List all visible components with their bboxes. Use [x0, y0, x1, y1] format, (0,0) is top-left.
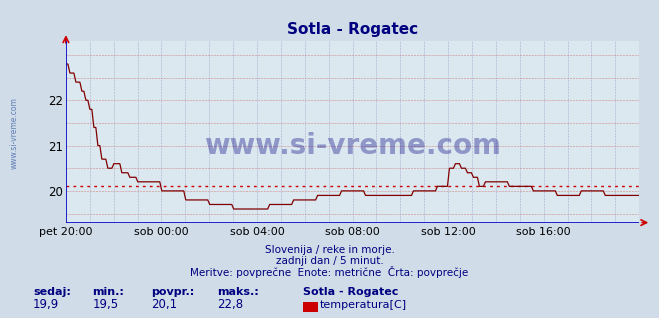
Text: 19,9: 19,9: [33, 299, 59, 311]
Text: min.:: min.:: [92, 287, 124, 297]
Title: Sotla - Rogatec: Sotla - Rogatec: [287, 22, 418, 38]
Text: zadnji dan / 5 minut.: zadnji dan / 5 minut.: [275, 256, 384, 266]
Text: Sotla - Rogatec: Sotla - Rogatec: [303, 287, 399, 297]
Text: 20,1: 20,1: [152, 299, 178, 311]
Text: www.si-vreme.com: www.si-vreme.com: [204, 133, 501, 161]
Text: 22,8: 22,8: [217, 299, 244, 311]
Text: 19,5: 19,5: [92, 299, 119, 311]
Text: www.si-vreme.com: www.si-vreme.com: [10, 98, 19, 169]
Text: Slovenija / reke in morje.: Slovenija / reke in morje.: [264, 245, 395, 255]
Text: Meritve: povprečne  Enote: metrične  Črta: povprečje: Meritve: povprečne Enote: metrične Črta:…: [190, 266, 469, 278]
Text: maks.:: maks.:: [217, 287, 259, 297]
Text: povpr.:: povpr.:: [152, 287, 195, 297]
Text: temperatura[C]: temperatura[C]: [320, 301, 407, 310]
Text: sedaj:: sedaj:: [33, 287, 71, 297]
